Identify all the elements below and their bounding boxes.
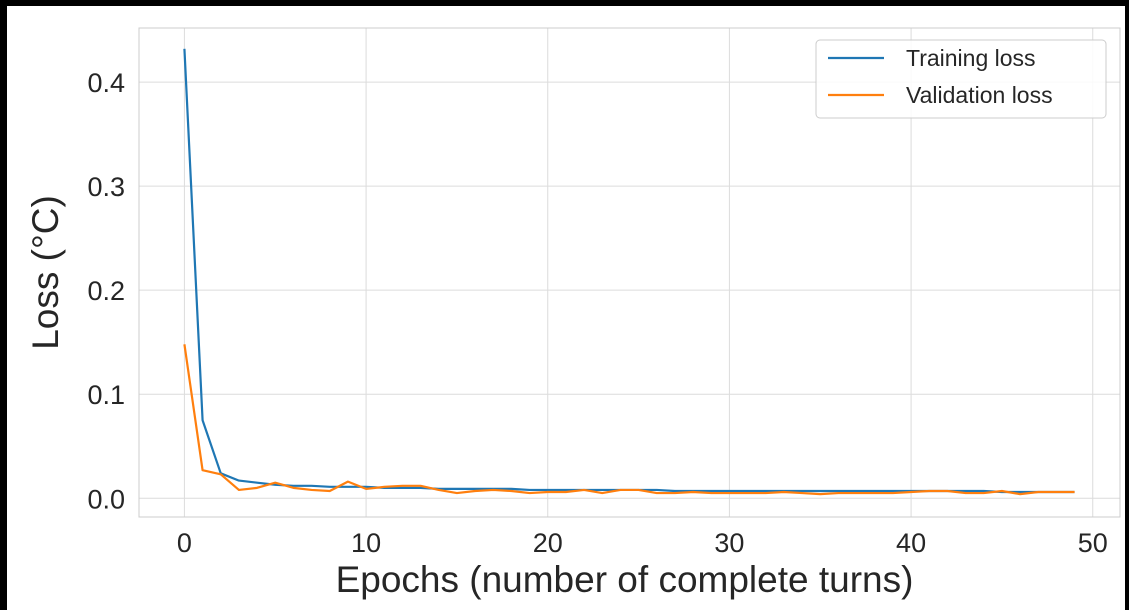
x-tick-label: 50 <box>1078 528 1108 558</box>
y-axis-label: Loss (°C) <box>25 195 66 350</box>
series-line-validation <box>183 344 1075 496</box>
legend-box <box>815 39 1107 119</box>
series-lines <box>183 48 1075 496</box>
x-tick-label: 0 <box>177 528 192 558</box>
x-tick-label: 20 <box>533 528 563 558</box>
y-tick-label: 0.0 <box>87 484 125 514</box>
legend: Training loss Validation loss <box>815 39 1107 119</box>
plot-area-border <box>138 27 1121 518</box>
x-axis-label: Epochs (number of complete turns) <box>336 559 914 600</box>
y-tick-label: 0.2 <box>87 276 125 306</box>
x-tick-label: 40 <box>896 528 926 558</box>
x-tick-label: 30 <box>714 528 744 558</box>
y-tick-label: 0.4 <box>87 68 125 98</box>
legend-label: Training loss <box>906 45 1036 71</box>
legend-label: Validation loss <box>906 82 1053 108</box>
y-tick-label: 0.3 <box>87 172 125 202</box>
x-tick-label: 10 <box>351 528 381 558</box>
y-tick-label: 0.1 <box>87 380 125 410</box>
tick-labels: 0 10 20 30 40 50 0.0 0.1 0.2 0.3 0.4 <box>87 68 1107 558</box>
